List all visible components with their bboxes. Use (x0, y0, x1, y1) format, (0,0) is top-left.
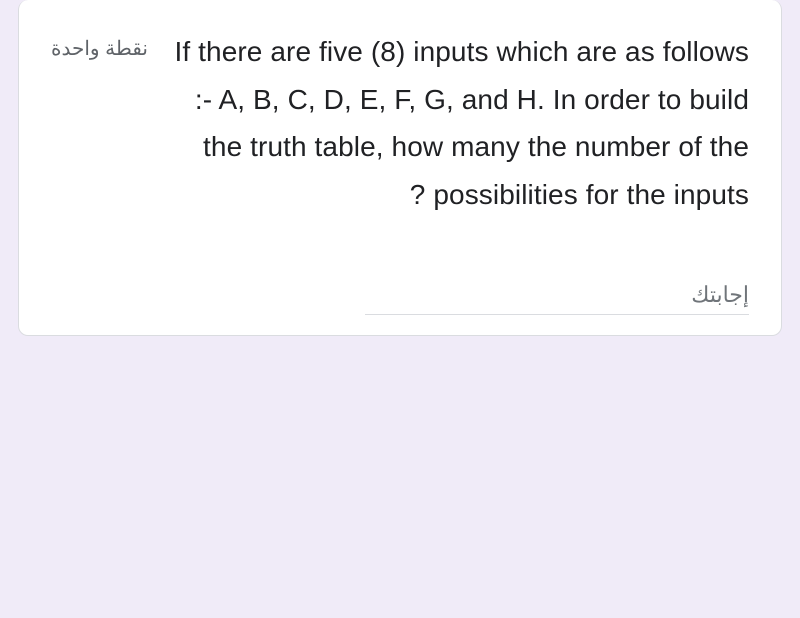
question-row: نقطة واحدة If there are five (8) inputs … (51, 28, 749, 218)
question-text: If there are five (8) inputs which are a… (164, 28, 749, 218)
points-label: نقطة واحدة (51, 28, 148, 68)
answer-area (51, 276, 749, 315)
question-card: نقطة واحدة If there are five (8) inputs … (18, 0, 782, 336)
answer-input[interactable] (365, 276, 749, 315)
